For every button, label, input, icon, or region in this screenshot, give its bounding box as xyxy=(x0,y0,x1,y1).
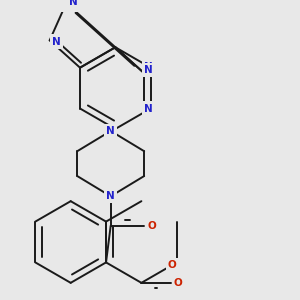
Text: N: N xyxy=(70,0,78,7)
Text: O: O xyxy=(174,278,183,288)
Text: O: O xyxy=(147,221,156,231)
Text: N: N xyxy=(144,103,153,113)
Text: N: N xyxy=(106,126,115,136)
Text: N: N xyxy=(144,65,152,75)
Text: N: N xyxy=(144,61,153,71)
Text: O: O xyxy=(168,260,176,270)
Text: N: N xyxy=(106,191,115,201)
Text: N: N xyxy=(52,37,61,46)
